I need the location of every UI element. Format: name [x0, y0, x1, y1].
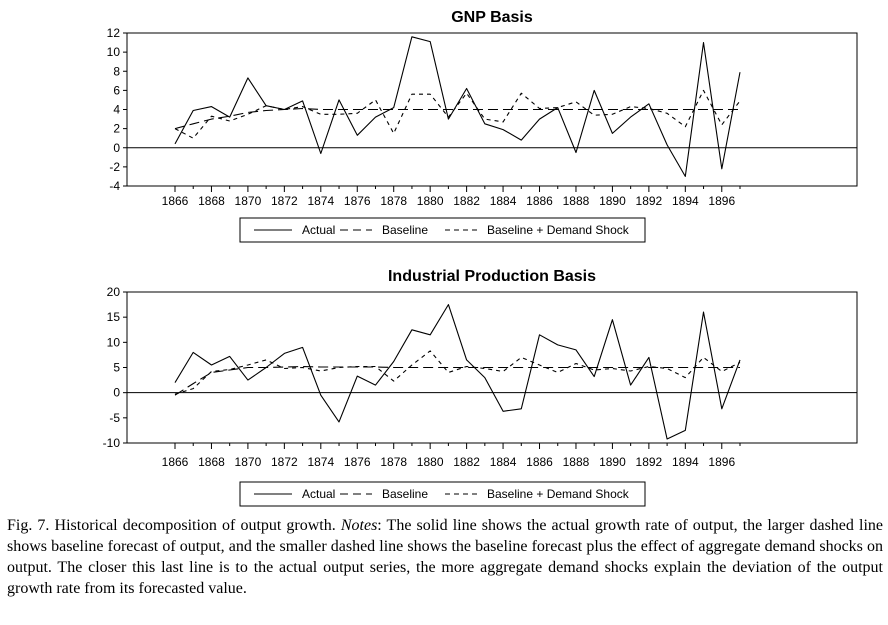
x-tick-label: 1884 — [490, 455, 517, 469]
x-tick-label: 1870 — [235, 194, 262, 208]
x-tick-label: 1882 — [453, 455, 480, 469]
x-tick-label: 1886 — [526, 194, 553, 208]
x-tick-label: 1874 — [307, 194, 334, 208]
caption-notes-label: Notes — [340, 517, 378, 534]
y-tick-label: 0 — [113, 386, 120, 400]
series-actual-line — [174, 304, 741, 440]
y-tick-label: 4 — [113, 103, 120, 117]
x-tick-label: 1888 — [563, 455, 590, 469]
x-tick-label: 1894 — [672, 194, 699, 208]
x-tick-label: 1894 — [672, 455, 699, 469]
y-tick-label: -4 — [109, 179, 120, 193]
x-tick-label: 1886 — [526, 455, 553, 469]
series-demand-shock-line — [174, 89, 741, 139]
y-tick-label: -2 — [109, 160, 120, 174]
x-tick-label: 1880 — [417, 455, 444, 469]
legend-label: Baseline — [382, 223, 428, 237]
chart-title: GNP Basis — [451, 9, 533, 26]
x-tick-label: 1890 — [599, 194, 626, 208]
x-tick-label: 1882 — [453, 194, 480, 208]
figure-caption: Fig. 7. Historical decomposition of outp… — [7, 515, 883, 599]
x-tick-label: 1872 — [271, 194, 298, 208]
legend-box — [239, 481, 646, 507]
x-tick-label: 1868 — [198, 194, 225, 208]
x-tick-label: 1892 — [636, 455, 663, 469]
x-tick-label: 1870 — [235, 455, 262, 469]
y-tick-label: 6 — [113, 83, 120, 97]
series-baseline-line — [174, 107, 740, 130]
legend-label: Baseline — [382, 487, 428, 501]
x-tick-label: 1892 — [636, 194, 663, 208]
y-tick-label: -10 — [103, 436, 121, 450]
x-tick-label: 1876 — [344, 455, 371, 469]
industrial-production-chart: Industrial Production Basis 20 15 10 5 0 -5 -10… — [103, 268, 858, 507]
x-tick-label: 1878 — [380, 455, 407, 469]
x-tick-label: 1874 — [307, 455, 334, 469]
y-tick-label: 12 — [107, 26, 121, 40]
legend-label: Actual — [302, 487, 335, 501]
x-tick-label: 1868 — [198, 455, 225, 469]
y-tick-label: 20 — [107, 285, 121, 299]
x-tick-label: 1876 — [344, 194, 371, 208]
legend-box — [239, 217, 646, 243]
caption-fig-label: Fig. 7. Historical decomposition of outp… — [7, 517, 341, 534]
y-tick-label: 10 — [107, 45, 121, 59]
legend-label: Baseline + Demand Shock — [487, 487, 630, 501]
y-tick-label: 15 — [107, 310, 121, 324]
x-tick-label: 1890 — [599, 455, 626, 469]
x-tick-label: 1880 — [417, 194, 444, 208]
x-tick-label: 1866 — [162, 194, 189, 208]
y-tick-label: 2 — [113, 122, 120, 136]
y-tick-label: 0 — [113, 141, 120, 155]
y-tick-label: 8 — [113, 64, 120, 78]
series-demand-shock-line — [174, 350, 741, 395]
x-tick-label: 1896 — [708, 194, 735, 208]
caption-text: : The solid line shows the actual growth… — [7, 517, 883, 597]
x-tick-label: 1888 — [563, 194, 590, 208]
y-tick-label: 5 — [113, 361, 120, 375]
x-tick-label: 1878 — [380, 194, 407, 208]
gnp-chart: GNP Basis 12 10 8 6 4 2 0 -2 -4 1866 1868 1870 1872 18… — [107, 9, 858, 243]
legend-label: Actual — [302, 223, 335, 237]
series-actual-line — [174, 36, 741, 177]
y-tick-label: 10 — [107, 335, 121, 349]
chart-title: Industrial Production Basis — [388, 268, 596, 285]
x-tick-label: 1896 — [708, 455, 735, 469]
series-baseline-line — [174, 365, 740, 396]
x-tick-label: 1872 — [271, 455, 298, 469]
legend-label: Baseline + Demand Shock — [487, 223, 630, 237]
x-tick-label: 1866 — [162, 455, 189, 469]
x-tick-label: 1884 — [490, 194, 517, 208]
y-tick-label: -5 — [109, 411, 120, 425]
